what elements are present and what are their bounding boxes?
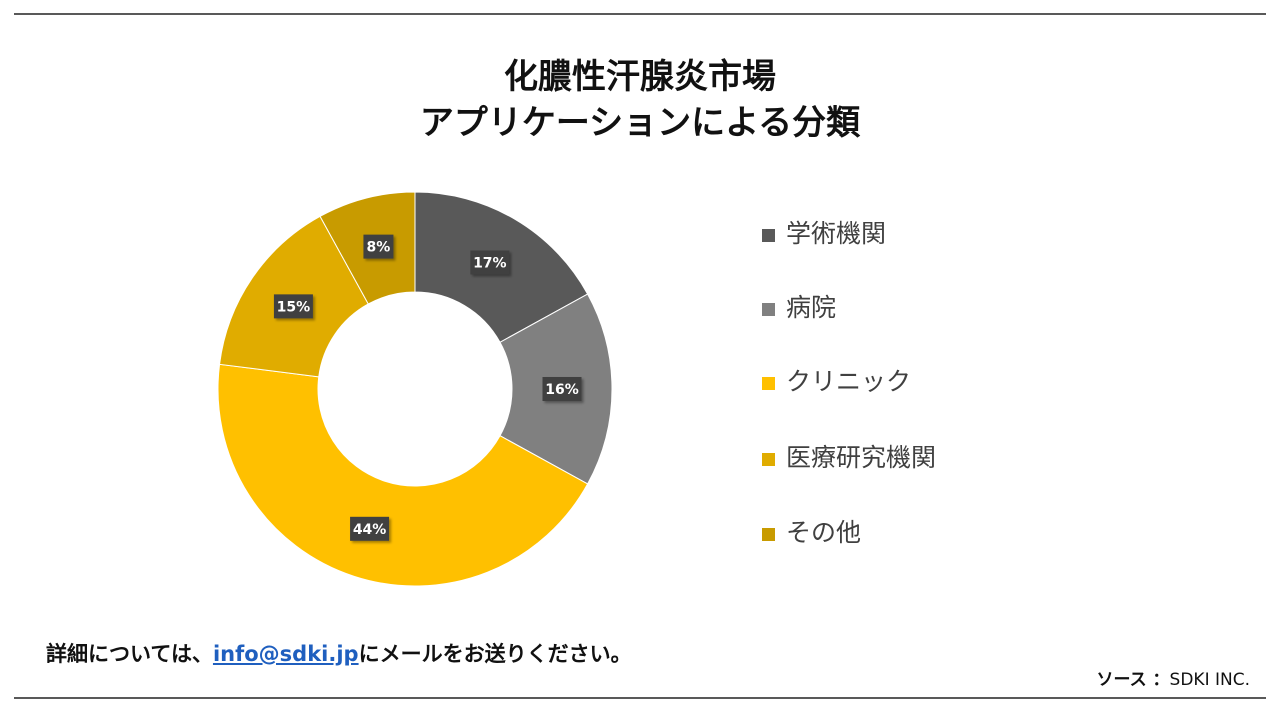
data-label-text: 17% <box>473 255 507 271</box>
legend-label: 学術機関 <box>786 219 887 248</box>
legend-swatch <box>762 377 775 390</box>
data-label-box <box>350 516 390 541</box>
contact-note: 詳細については、info@sdki.jpにメールをお送りください。 <box>46 638 632 668</box>
bottom-rule <box>14 697 1266 699</box>
top-rule <box>14 13 1266 15</box>
legend-swatch <box>762 303 775 316</box>
source-credit: ソース ：SDKI INC. <box>1096 665 1250 690</box>
data-label-box <box>363 234 394 259</box>
legend-label: 医療研究機関 <box>786 443 937 472</box>
data-label-box <box>470 250 510 275</box>
legend-swatch <box>762 229 775 242</box>
legend-label: その他 <box>786 518 862 547</box>
source-value: SDKI INC. <box>1169 670 1250 690</box>
data-label-text: 8% <box>367 240 391 256</box>
data-label-text: 16% <box>545 382 579 398</box>
email-link[interactable]: info@sdki.jp <box>212 642 359 666</box>
data-label-box <box>273 294 313 319</box>
legend-swatch <box>762 528 775 541</box>
data-label-text: 15% <box>277 299 311 315</box>
data-label-other: 8% <box>363 234 394 259</box>
legend-label: クリニック <box>786 367 912 396</box>
data-label-clinic: 44% <box>350 516 390 541</box>
legend-label: 病院 <box>786 293 837 322</box>
source-label: ソース ： <box>1096 670 1170 690</box>
data-label-academic: 17% <box>470 250 510 275</box>
data-label-text: 44% <box>353 522 387 538</box>
donut-slice-clinic[interactable] <box>217 363 589 587</box>
legend-swatch <box>762 453 775 466</box>
contact-suffix: にメールをお送りください。 <box>358 642 632 666</box>
chart-title-line2: アプリケーションによる分類 <box>419 103 861 143</box>
data-label-medical-research: 15% <box>273 294 313 319</box>
contact-prefix: 詳細については、 <box>46 642 213 666</box>
data-label-box <box>542 377 582 401</box>
chart-title-line1: 化膿性汗腺炎市場 <box>504 57 776 97</box>
data-label-hospital: 16% <box>542 377 582 401</box>
